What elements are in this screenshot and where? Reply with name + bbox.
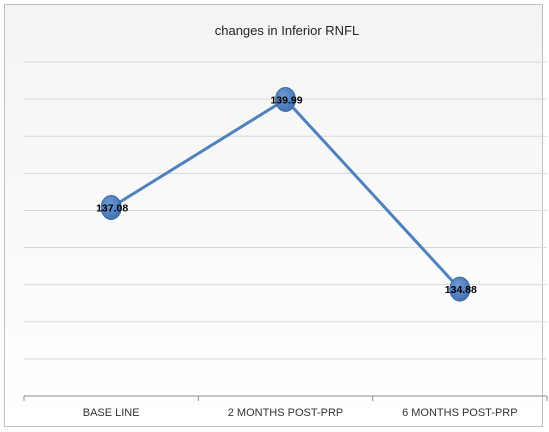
data-label: 139.99 — [270, 94, 302, 106]
chart-background — [5, 5, 542, 426]
data-point — [275, 86, 296, 112]
x-tick-label: 2 MONTHS POST-PRP — [228, 407, 344, 419]
x-axis — [23, 395, 548, 401]
x-tick-label: 6 MONTHS POST-PRP — [402, 407, 518, 419]
chart-frame — [4, 4, 543, 427]
series-layer: 137.08 139.99 134.88 — [96, 86, 477, 302]
chart-title: changes in Inferior RNFL — [215, 23, 360, 38]
data-label: 137.08 — [96, 202, 128, 214]
x-tick-label: BASE LINE — [83, 407, 140, 419]
data-point — [100, 194, 122, 220]
data-point — [449, 276, 471, 302]
x-tick-labels: BASE LINE 2 MONTHS POST-PRP 6 MONTHS POST-… — [83, 407, 518, 419]
data-label: 134.88 — [445, 284, 477, 296]
